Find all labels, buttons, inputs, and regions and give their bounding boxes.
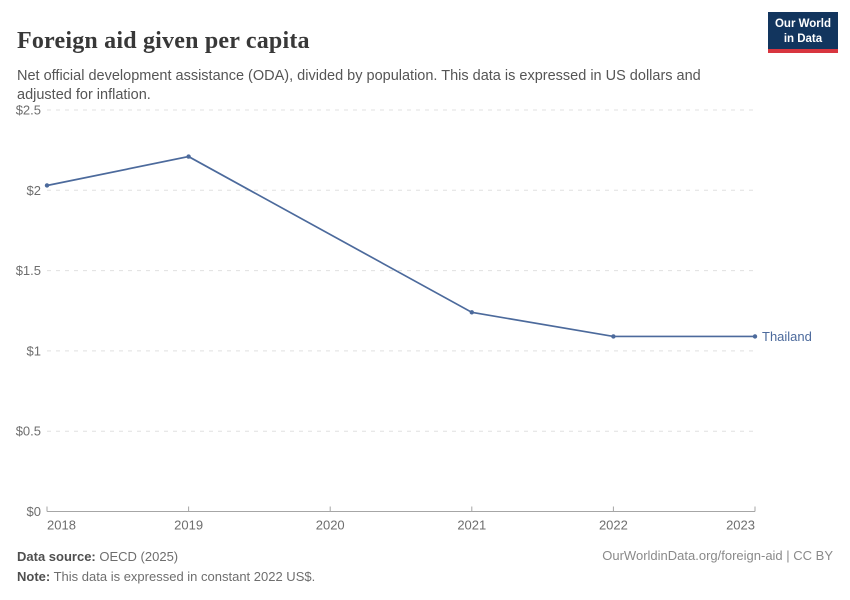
- footer-datasource-label: Data source:: [17, 549, 96, 564]
- data-point-marker: [469, 310, 474, 315]
- footer-datasource-value: OECD (2025): [99, 549, 179, 564]
- y-tick-label: $1.5: [16, 263, 41, 278]
- owid-logo-line1: Our World: [774, 18, 831, 30]
- owid-logo: Our World in Data: [767, 12, 838, 54]
- series-line: [46, 155, 755, 338]
- x-tick-label: 2018: [47, 518, 76, 533]
- x-tick-label: 2020: [316, 518, 345, 533]
- page-title: Foreign aid given per capita: [17, 28, 310, 55]
- y-tick-label: $0: [27, 504, 41, 519]
- y-tick-label: $1: [27, 343, 41, 358]
- footer-datasource: Data source: OECD (2025): [17, 547, 315, 567]
- data-point-marker: [611, 334, 616, 339]
- chart-canvas: $0 $0.5 $1 $1.5 $2 $2.5 2018 2019 2020 2021 2022 20…: [16, 103, 812, 533]
- footer-note-label: Note:: [17, 569, 51, 585]
- footer-citation-link[interactable]: OurWorldinData.org/foreign-aid | CC BY: [602, 548, 833, 563]
- y-tick-label: $2.5: [16, 103, 41, 118]
- chart-footer: Data source: OECD (2025) Note: This data…: [17, 547, 315, 587]
- data-point-marker: [186, 154, 191, 159]
- page-subtitle: Net official development assistance (ODA…: [17, 67, 701, 104]
- x-tick-label: 2023: [726, 518, 755, 533]
- series-end-label: Thailand: [762, 329, 812, 344]
- y-tick-label: $0.5: [16, 424, 41, 439]
- x-tick-label: 2019: [174, 518, 203, 533]
- x-tick-label: 2022: [599, 518, 628, 533]
- data-point-marker: [752, 334, 758, 339]
- owid-logo-line2: in Data: [783, 32, 823, 45]
- x-tick-label: 2021: [457, 518, 486, 533]
- footer-note-value: This data is expressed in constant 2022 …: [53, 569, 316, 585]
- data-point-marker: [44, 183, 50, 188]
- footer-note: Note: This data is expressed in constant…: [17, 567, 315, 587]
- y-tick-label: $2: [27, 183, 41, 198]
